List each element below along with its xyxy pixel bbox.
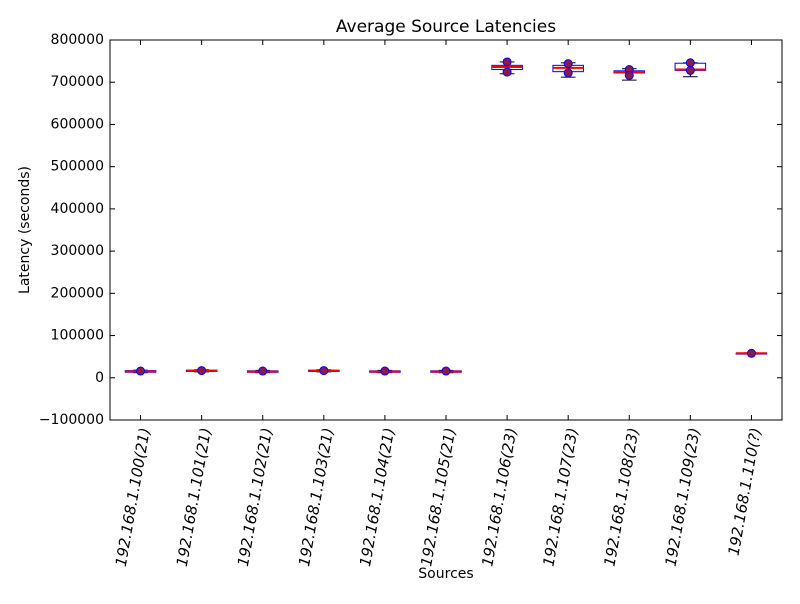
y-tick-label: −100000 bbox=[39, 412, 104, 428]
y-tick-label: 800000 bbox=[51, 32, 104, 48]
data-point bbox=[563, 68, 573, 78]
y-tick-label: 0 bbox=[95, 370, 104, 386]
plot-frame bbox=[109, 39, 783, 421]
y-tick-label: 300000 bbox=[51, 243, 104, 259]
y-tick-label: 400000 bbox=[51, 201, 104, 217]
data-point bbox=[380, 366, 390, 376]
y-tick-label: 100000 bbox=[51, 328, 104, 344]
data-point bbox=[319, 366, 329, 376]
chart-title: Average Source Latencies bbox=[336, 17, 556, 37]
data-point bbox=[502, 67, 512, 77]
data-point bbox=[441, 366, 451, 376]
y-tick-label: 500000 bbox=[51, 159, 104, 175]
y-axis-label: Latency (seconds) bbox=[17, 166, 33, 294]
x-axis-label: Sources bbox=[418, 566, 473, 582]
data-point bbox=[563, 59, 573, 69]
data-point bbox=[136, 366, 146, 376]
data-point bbox=[624, 70, 634, 80]
data-point bbox=[685, 65, 695, 75]
data-point bbox=[685, 58, 695, 68]
data-point bbox=[502, 57, 512, 67]
data-point bbox=[746, 348, 756, 358]
y-tick-label: 700000 bbox=[51, 74, 104, 90]
y-tick-label: 200000 bbox=[51, 285, 104, 301]
data-point bbox=[258, 366, 268, 376]
y-tick-label: 600000 bbox=[51, 116, 104, 132]
data-point bbox=[197, 366, 207, 376]
